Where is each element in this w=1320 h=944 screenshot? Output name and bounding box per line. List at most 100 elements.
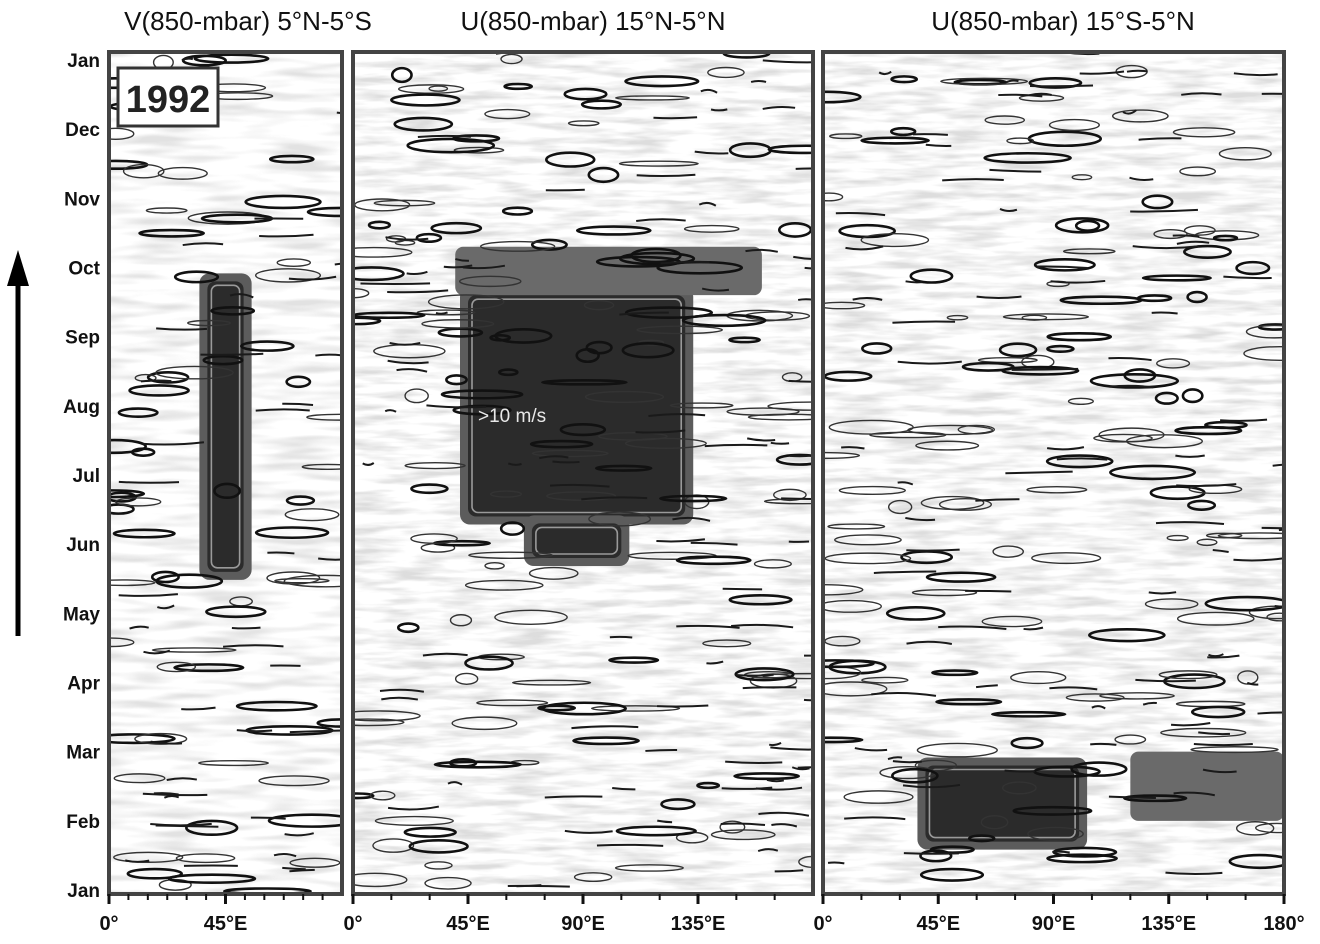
contour-line [129,625,149,630]
contour-line [134,732,188,745]
contour-line [747,413,813,421]
contour-line [404,462,466,470]
contour-line [1196,538,1218,547]
contour-line [676,624,740,629]
contour-line [1002,781,1037,795]
contour-line [301,463,342,470]
contour-line [156,661,197,673]
annotation-speed: >10 m/s [478,406,546,427]
contour-line [823,192,844,202]
contour-line [138,228,205,238]
contour-line [156,327,208,331]
contour-line [435,311,448,315]
panel-v850: 1992 [107,50,344,896]
contour-line [694,150,729,155]
contour-line [544,795,603,799]
month-label: May [63,604,100,625]
x-tick-label: 45°E [916,913,960,935]
contour-line [175,853,236,864]
contour-line [254,268,322,283]
contour-line [1176,483,1237,487]
contour-line [1079,70,1125,75]
contour-line [1056,457,1108,461]
contour-line [871,692,937,697]
contour-line [608,656,660,664]
contour-line [791,766,810,771]
contour-line [181,57,194,61]
contour-line [1052,850,1070,854]
contour-line [735,673,774,677]
contour-line [768,742,782,747]
contour-line [1155,521,1225,526]
x-tick-label: 0° [99,913,118,935]
contour-line [919,867,985,882]
contour-line [823,599,882,613]
contour-line [1175,454,1205,458]
contour-line [887,756,903,761]
contour-line [403,826,457,838]
contour-line [707,66,745,79]
panel-title-v850: V(850-mbar) 5°N-5°S [124,6,372,36]
contour-line [614,864,684,872]
contour-line [906,640,953,646]
contour-line [453,146,505,154]
contour-line [656,538,706,543]
contour-line [635,429,686,434]
contour-line [1108,795,1156,800]
contour-line [1067,397,1094,405]
contour-line [1071,174,1093,181]
contour-line [829,133,863,140]
contour-line [167,873,257,884]
contour-line [1243,345,1284,361]
contour-line [1037,265,1088,269]
contour-line [427,294,505,310]
contour-line [860,233,930,248]
contour-line [452,134,501,143]
contour-line [861,676,909,684]
contour-line [980,815,1009,830]
contour-line [289,857,341,868]
contour-line [1099,692,1175,700]
contour-line [537,704,577,712]
contour-line [1176,240,1210,245]
contour-line [725,760,783,764]
contour-line [396,368,428,373]
contour-line [541,379,628,386]
contour-line [528,566,579,580]
contour-line [766,778,785,783]
contour-line [720,822,766,827]
contour-line [113,773,166,784]
contour-line [529,439,594,449]
x-tick-label: 45°E [204,913,248,935]
contour-line [1245,324,1284,339]
contour-line [289,729,342,734]
contour-line [1190,746,1279,754]
contour-line [390,93,461,107]
contour-line [657,704,709,708]
contour-line [417,134,471,138]
contour-line [758,811,810,817]
contour-line [283,574,342,588]
contour-line [512,679,592,686]
time-arrow-icon [7,250,29,636]
contour-line [1204,420,1248,430]
contour-line [546,491,617,501]
panel-title-u850-north: U(850-mbar) 15°N-5°N [461,6,726,36]
contour-line [166,777,198,781]
contour-line [1023,626,1044,631]
contour-line [1153,228,1188,240]
contour-line [353,872,408,888]
contour-line [1183,244,1232,259]
contour-line [229,293,254,299]
contour-line [150,570,180,584]
contour-line [426,404,487,409]
contour-line [1005,79,1019,84]
contour-line [841,446,865,450]
contour-line [381,696,419,701]
contour-line [118,480,180,484]
contour-line [710,829,776,841]
contour-line [767,144,813,155]
contour-line [157,604,175,610]
contour-line [143,649,171,655]
contour-line [563,87,608,101]
